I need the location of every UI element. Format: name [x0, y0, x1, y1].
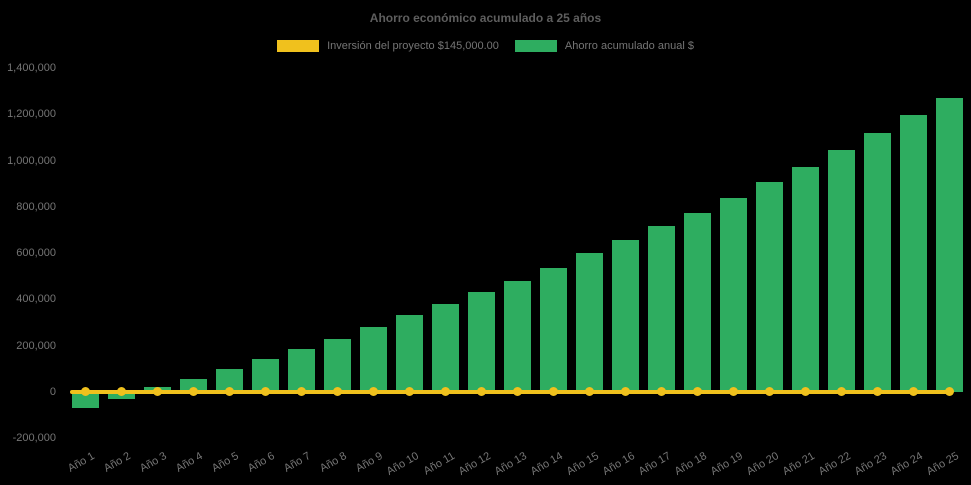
x-tick-label: Año 19 — [708, 450, 745, 478]
x-tick-label: Año 17 — [636, 450, 673, 478]
y-tick-label: 400,000 — [16, 293, 56, 306]
bar — [395, 315, 423, 392]
y-tick-label: 1,000,000 — [7, 154, 56, 167]
chart-legend: Inversión del proyecto $145,000.00 Ahorr… — [0, 40, 971, 52]
investment-line-marker — [728, 387, 738, 397]
x-tick-label: Año 18 — [672, 450, 709, 478]
legend-label-investment: Inversión del proyecto $145,000.00 — [327, 40, 499, 52]
x-tick-label: Año 3 — [138, 450, 169, 475]
x-tick-label: Año 22 — [816, 450, 853, 478]
investment-line-marker — [584, 387, 594, 397]
bar — [503, 280, 531, 392]
chart-title: Ahorro económico acumulado a 25 años — [369, 11, 602, 25]
x-tick-label: Año 9 — [354, 450, 385, 475]
bar — [215, 369, 243, 392]
y-axis: 1,400,000 1,200,000 1,000,000 800,000 600,00… — [0, 0, 56, 485]
bar — [251, 359, 279, 392]
x-tick-label: Año 24 — [888, 450, 925, 478]
investment-line-marker — [944, 387, 954, 397]
plot-area — [67, 68, 967, 438]
x-tick-label: Año 10 — [384, 450, 421, 478]
investment-line-marker — [764, 387, 774, 397]
bar — [359, 327, 387, 392]
investment-line-marker — [548, 387, 558, 397]
y-tick-label: 0 — [49, 385, 56, 398]
investment-line-marker — [908, 387, 918, 397]
bar — [179, 379, 207, 392]
investment-line-marker — [872, 387, 882, 397]
investment-line-marker — [332, 387, 342, 397]
legend-swatch-savings — [514, 40, 557, 52]
bar — [575, 253, 603, 392]
investment-line-marker — [692, 387, 702, 397]
bar — [719, 197, 747, 392]
x-tick-label: Año 13 — [492, 450, 529, 478]
bar — [935, 98, 963, 392]
bar — [323, 338, 351, 392]
bar — [287, 349, 315, 392]
y-tick-label: 1,200,000 — [7, 108, 56, 121]
investment-line-marker — [368, 387, 378, 397]
bar — [755, 181, 783, 392]
bar — [71, 391, 99, 408]
investment-line-marker — [836, 387, 846, 397]
investment-line-marker — [800, 387, 810, 397]
investment-line-marker — [656, 387, 666, 397]
y-tick-label: 1,400,000 — [7, 62, 56, 74]
legend-item-investment: Inversión del proyecto $145,000.00 — [277, 40, 499, 52]
x-tick-label: Año 25 — [924, 450, 961, 478]
investment-line-marker — [620, 387, 630, 397]
investment-line-marker — [116, 387, 126, 397]
x-tick-label: Año 20 — [744, 450, 781, 478]
x-tick-label: Año 15 — [564, 450, 601, 478]
x-tick-label: Año 7 — [282, 450, 313, 475]
investment-line-marker — [404, 387, 414, 397]
investment-line — [70, 389, 953, 394]
legend-item-savings: Ahorro acumulado anual $ — [514, 40, 694, 52]
y-tick-label: 800,000 — [16, 200, 56, 213]
investment-line-marker — [152, 387, 162, 397]
investment-line-marker — [224, 387, 234, 397]
x-tick-label: Año 1 — [66, 450, 97, 475]
bar — [467, 291, 495, 392]
bar — [863, 132, 891, 392]
bar — [791, 166, 819, 392]
x-tick-label: Año 21 — [780, 450, 817, 478]
y-tick-label: 600,000 — [16, 247, 56, 259]
bar — [827, 149, 855, 392]
investment-line-marker — [260, 387, 270, 397]
y-tick-label: 200,000 — [16, 339, 56, 352]
bar — [611, 239, 639, 392]
y-tick-label: -200,000 — [12, 432, 56, 444]
x-tick-label: Año 2 — [102, 450, 133, 475]
legend-swatch-investment — [277, 40, 320, 52]
legend-label-savings: Ahorro acumulado anual $ — [564, 40, 694, 52]
x-tick-label: Año 5 — [210, 450, 241, 475]
x-tick-label: Año 8 — [318, 450, 349, 475]
investment-line-marker — [296, 387, 306, 397]
x-tick-label: Año 4 — [174, 450, 205, 475]
investment-line-marker — [188, 387, 198, 397]
bar — [539, 267, 567, 392]
investment-line-marker — [476, 387, 486, 397]
bar — [431, 303, 459, 392]
x-tick-label: Año 16 — [600, 450, 637, 478]
investment-line-marker — [440, 387, 450, 397]
bar — [683, 212, 711, 392]
bar — [647, 225, 675, 392]
bar — [899, 115, 927, 392]
x-tick-label: Año 12 — [456, 450, 493, 478]
investment-line-marker — [80, 387, 90, 397]
x-tick-label: Año 14 — [528, 450, 565, 478]
investment-line-marker — [512, 387, 522, 397]
x-tick-label: Año 23 — [852, 450, 889, 478]
x-tick-label: Año 6 — [246, 450, 277, 475]
x-tick-label: Año 11 — [421, 450, 457, 478]
